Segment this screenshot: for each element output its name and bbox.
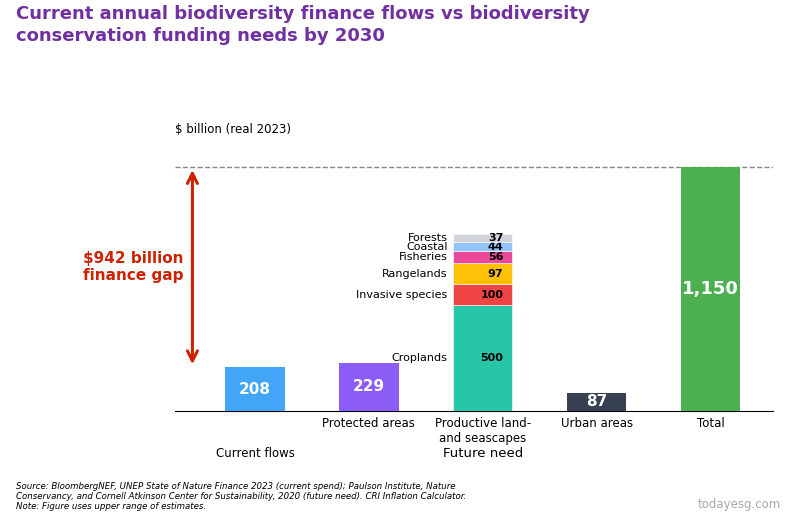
Text: 56: 56: [488, 252, 503, 263]
Bar: [453, 234, 512, 242]
Text: 37: 37: [488, 233, 503, 243]
Text: 44: 44: [488, 242, 503, 252]
Bar: [681, 167, 740, 411]
Text: $ billion (real 2023): $ billion (real 2023): [175, 123, 292, 136]
Bar: [453, 305, 512, 411]
Text: 208: 208: [239, 381, 271, 397]
Text: Croplands: Croplands: [391, 353, 447, 363]
Text: 97: 97: [488, 269, 503, 279]
Text: 1,150: 1,150: [682, 280, 739, 298]
Text: todayesg.com: todayesg.com: [698, 499, 781, 511]
Text: Source: BloombergNEF, UNEP State of Nature Finance 2023 (current spend); Paulson: Source: BloombergNEF, UNEP State of Natu…: [16, 482, 466, 511]
Bar: [226, 367, 285, 411]
Bar: [453, 263, 512, 284]
Text: 100: 100: [481, 289, 503, 300]
Text: Current annual biodiversity finance flows vs biodiversity
conservation funding n: Current annual biodiversity finance flow…: [16, 5, 590, 45]
Bar: [453, 284, 512, 305]
Bar: [340, 362, 398, 411]
Text: Forests: Forests: [407, 233, 447, 243]
Text: Future need: Future need: [442, 447, 523, 460]
Text: Invasive species: Invasive species: [356, 289, 447, 300]
Bar: [453, 251, 512, 263]
Text: Coastal: Coastal: [406, 242, 447, 252]
Bar: [567, 393, 626, 411]
Text: $942 billion
finance gap: $942 billion finance gap: [83, 251, 183, 283]
Text: 229: 229: [353, 379, 385, 394]
Text: Current flows: Current flows: [216, 447, 294, 460]
Text: 87: 87: [586, 394, 607, 410]
Text: Rangelands: Rangelands: [382, 269, 447, 279]
Text: 500: 500: [481, 353, 503, 363]
Text: Fisheries: Fisheries: [398, 252, 447, 263]
Bar: [453, 242, 512, 251]
